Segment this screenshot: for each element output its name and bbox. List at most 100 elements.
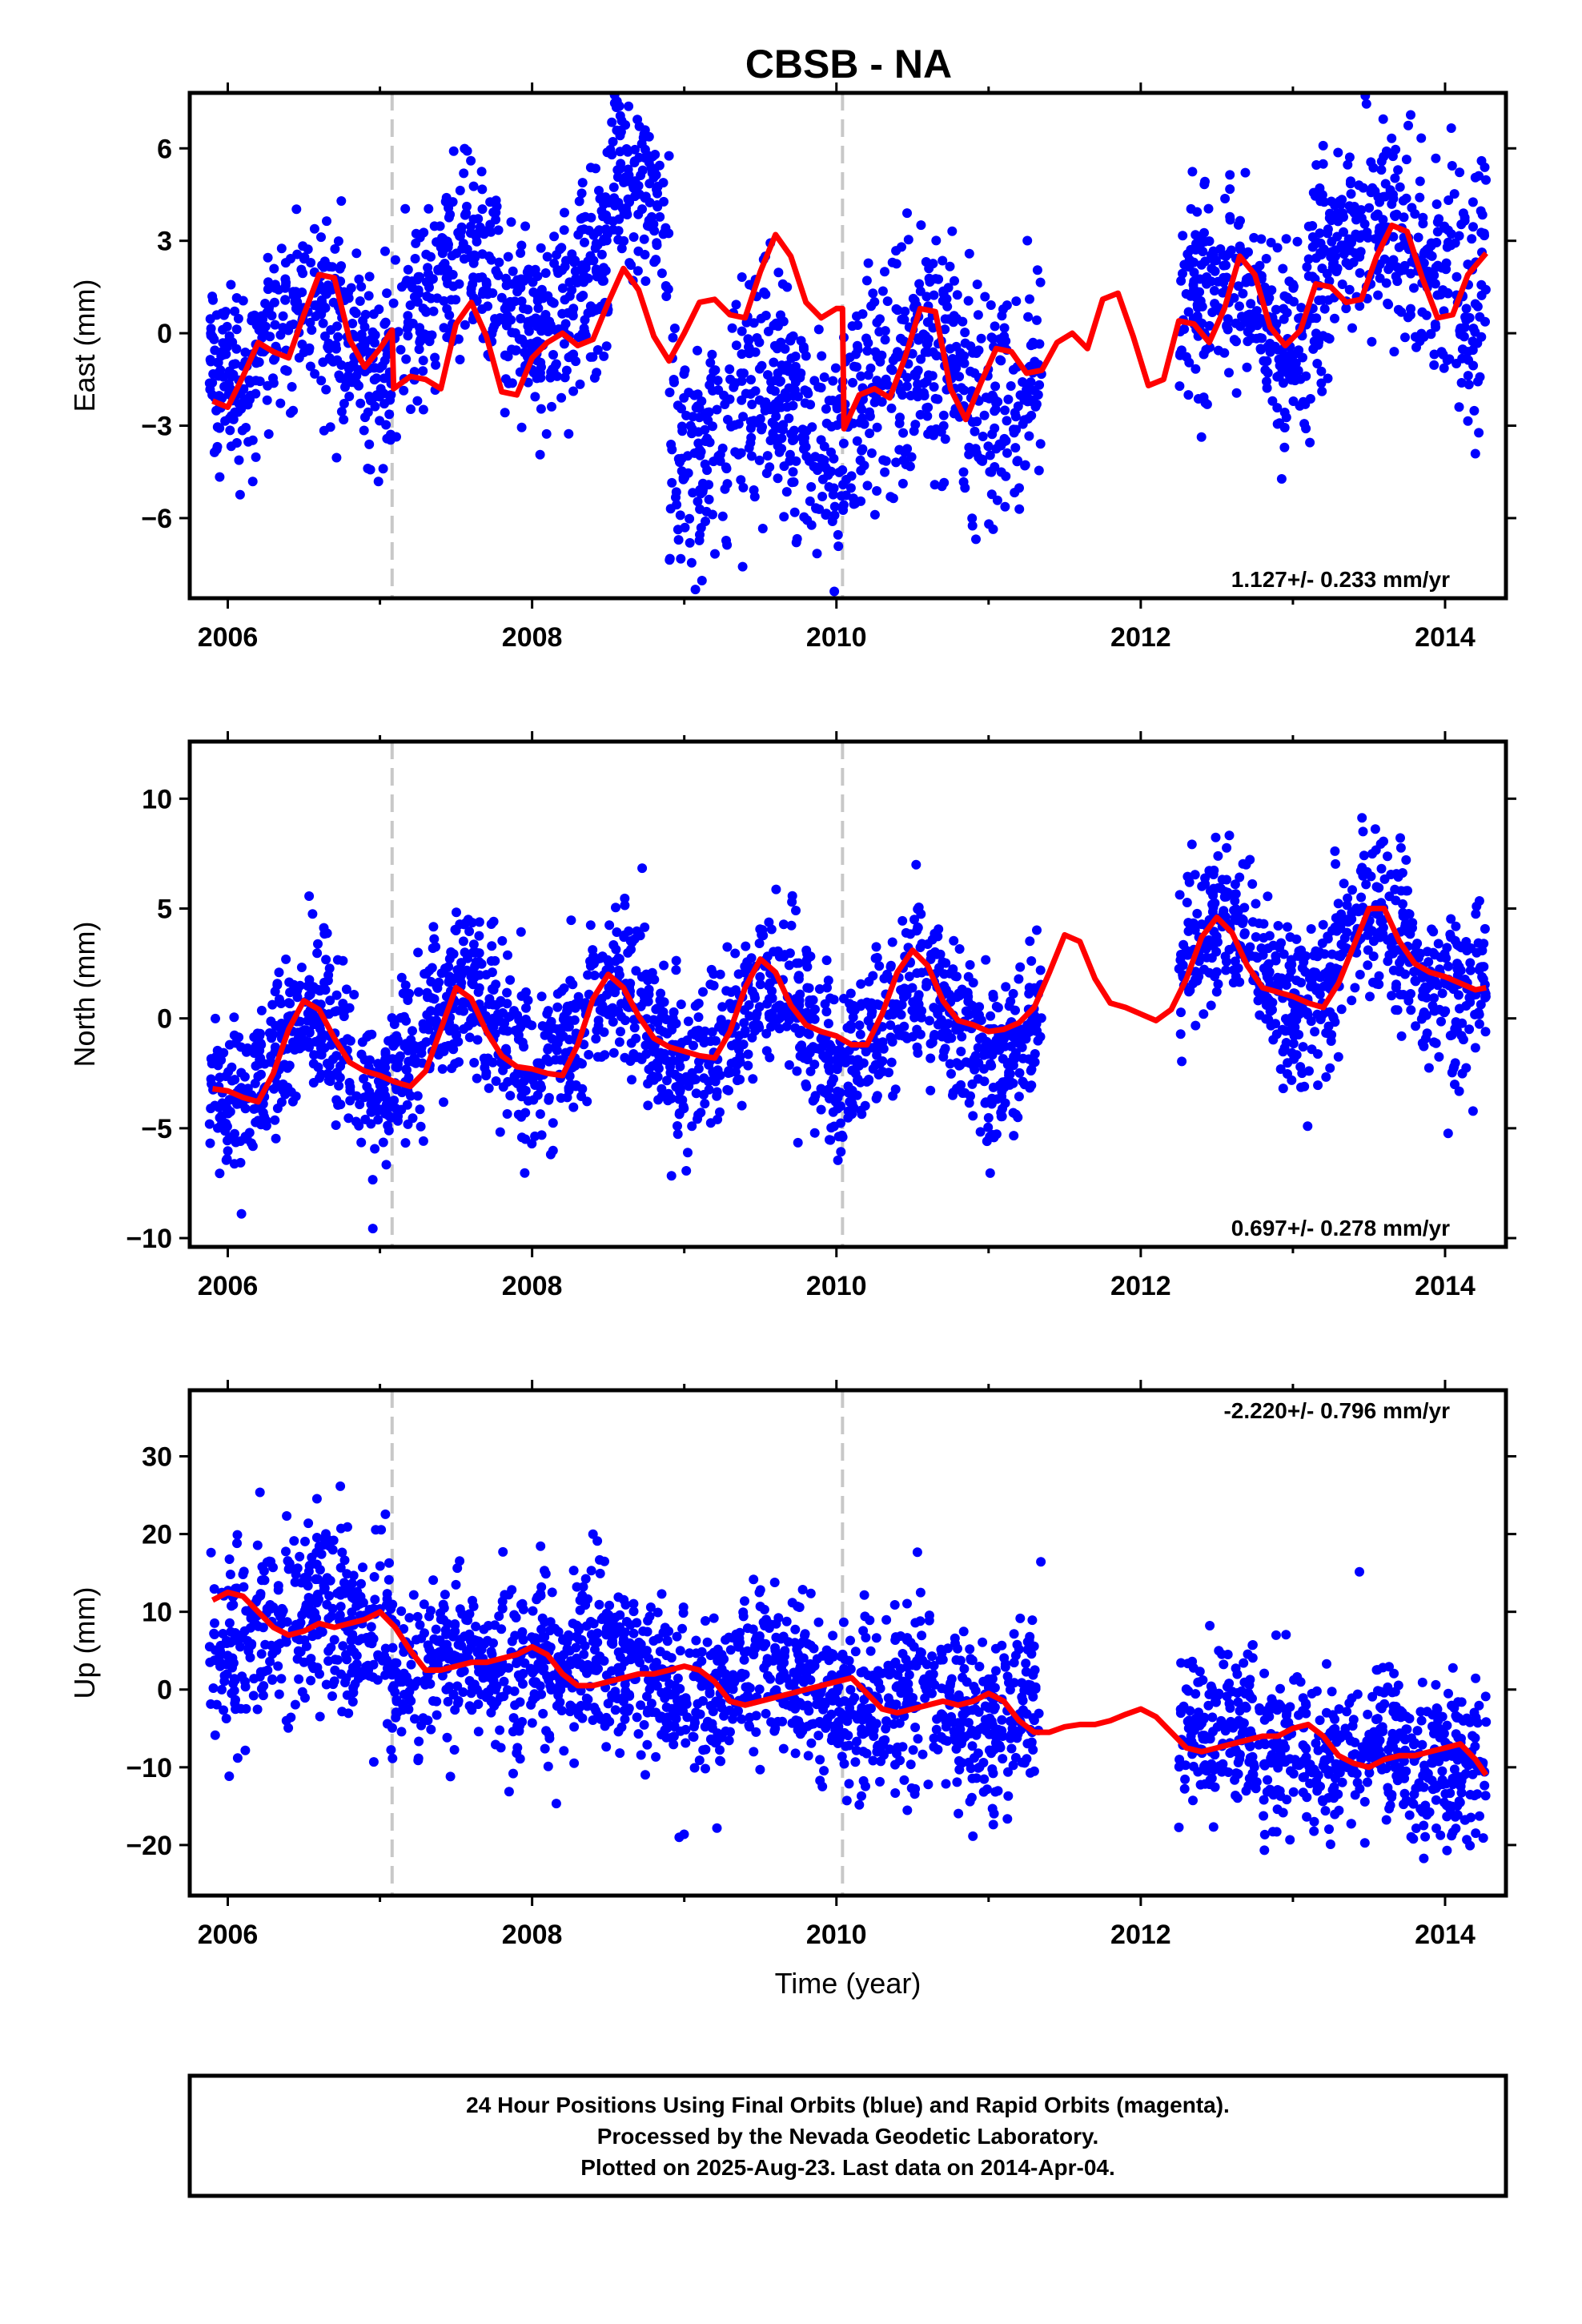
- east-point: [771, 318, 781, 328]
- north-point: [468, 939, 479, 950]
- east-point: [688, 488, 698, 498]
- east-point: [299, 252, 310, 263]
- east-point: [1289, 296, 1299, 307]
- north-point: [291, 1092, 301, 1101]
- north-plot-area: [204, 742, 1491, 1247]
- east-point: [639, 234, 649, 244]
- east-point: [1032, 315, 1042, 325]
- east-point: [974, 345, 984, 356]
- north-point: [431, 942, 441, 952]
- east-point: [938, 255, 948, 266]
- north-point: [623, 947, 633, 958]
- east-point: [287, 382, 297, 392]
- east-point: [1398, 195, 1408, 206]
- east-point: [599, 351, 609, 361]
- north-point: [606, 1004, 616, 1015]
- east-point: [1464, 355, 1473, 365]
- east-point: [681, 410, 692, 420]
- north-point: [1306, 924, 1316, 934]
- north-point: [523, 995, 533, 1006]
- north-point: [487, 984, 497, 994]
- east-point: [761, 289, 771, 300]
- east-point: [507, 328, 517, 338]
- north-point: [1403, 995, 1414, 1006]
- east-point: [1401, 155, 1411, 165]
- east-point: [1379, 151, 1389, 162]
- north-point: [312, 948, 323, 959]
- north-point: [1217, 875, 1227, 885]
- east-point: [576, 188, 587, 199]
- east-point: [530, 392, 540, 402]
- east-point: [251, 452, 261, 462]
- east-point: [1028, 337, 1038, 348]
- east-point: [737, 376, 747, 386]
- north-point: [732, 1059, 742, 1070]
- east-point: [1035, 439, 1046, 449]
- north-point: [1192, 975, 1203, 986]
- east-point: [1370, 186, 1380, 196]
- east-point: [891, 457, 901, 468]
- north-point: [781, 1021, 792, 1031]
- east-point: [612, 172, 623, 183]
- east-point: [1432, 227, 1443, 237]
- east-point: [1326, 196, 1336, 207]
- north-point: [480, 1063, 490, 1073]
- east-point: [462, 146, 472, 156]
- north-point: [625, 979, 636, 988]
- east-point: [316, 232, 326, 243]
- north-point: [614, 1037, 624, 1047]
- east-point: [715, 449, 725, 460]
- north-point: [343, 1034, 352, 1044]
- east-point: [921, 339, 932, 349]
- north-point: [1230, 956, 1240, 967]
- north-point: [325, 995, 335, 1006]
- east-point: [1346, 189, 1356, 199]
- east-point: [872, 376, 882, 386]
- north-point: [774, 1023, 785, 1034]
- east-point: [336, 261, 347, 271]
- north-point: [1358, 826, 1368, 837]
- east-point: [773, 368, 783, 378]
- north-point: [693, 1110, 704, 1120]
- east-point: [306, 258, 316, 267]
- east-point: [1388, 194, 1399, 203]
- east-point: [826, 421, 837, 432]
- east-point: [250, 315, 260, 325]
- north-point: [568, 979, 578, 990]
- north-point: [805, 1066, 816, 1076]
- north-point: [791, 906, 801, 915]
- north-point: [502, 999, 512, 1009]
- east-point: [665, 504, 676, 514]
- east-point: [986, 489, 997, 500]
- east-point: [347, 319, 358, 328]
- east-point: [205, 384, 215, 395]
- north-point: [700, 1099, 710, 1109]
- east-point: [636, 139, 647, 149]
- east-point: [698, 411, 709, 421]
- north-point: [787, 891, 797, 901]
- north-point: [276, 999, 287, 1008]
- north-point: [343, 1113, 354, 1124]
- north-point: [486, 956, 496, 966]
- east-point: [1184, 262, 1195, 272]
- up-data-points: [204, 1481, 1492, 1864]
- east-point: [206, 356, 216, 367]
- east-point: [1463, 347, 1473, 357]
- east-point: [749, 485, 759, 495]
- north-point: [1033, 1035, 1043, 1046]
- north-point: [256, 1005, 267, 1015]
- east-point: [865, 428, 875, 439]
- east-point: [444, 310, 455, 320]
- north-point: [1176, 1007, 1186, 1018]
- north-point: [1277, 1024, 1287, 1035]
- east-point: [1243, 247, 1253, 257]
- east-point: [1193, 394, 1203, 404]
- east-point: [963, 296, 974, 306]
- east-point: [528, 287, 539, 297]
- north-point: [1470, 1043, 1480, 1053]
- east-point: [1473, 376, 1483, 387]
- east-point: [380, 246, 390, 256]
- north-point: [1008, 1078, 1018, 1088]
